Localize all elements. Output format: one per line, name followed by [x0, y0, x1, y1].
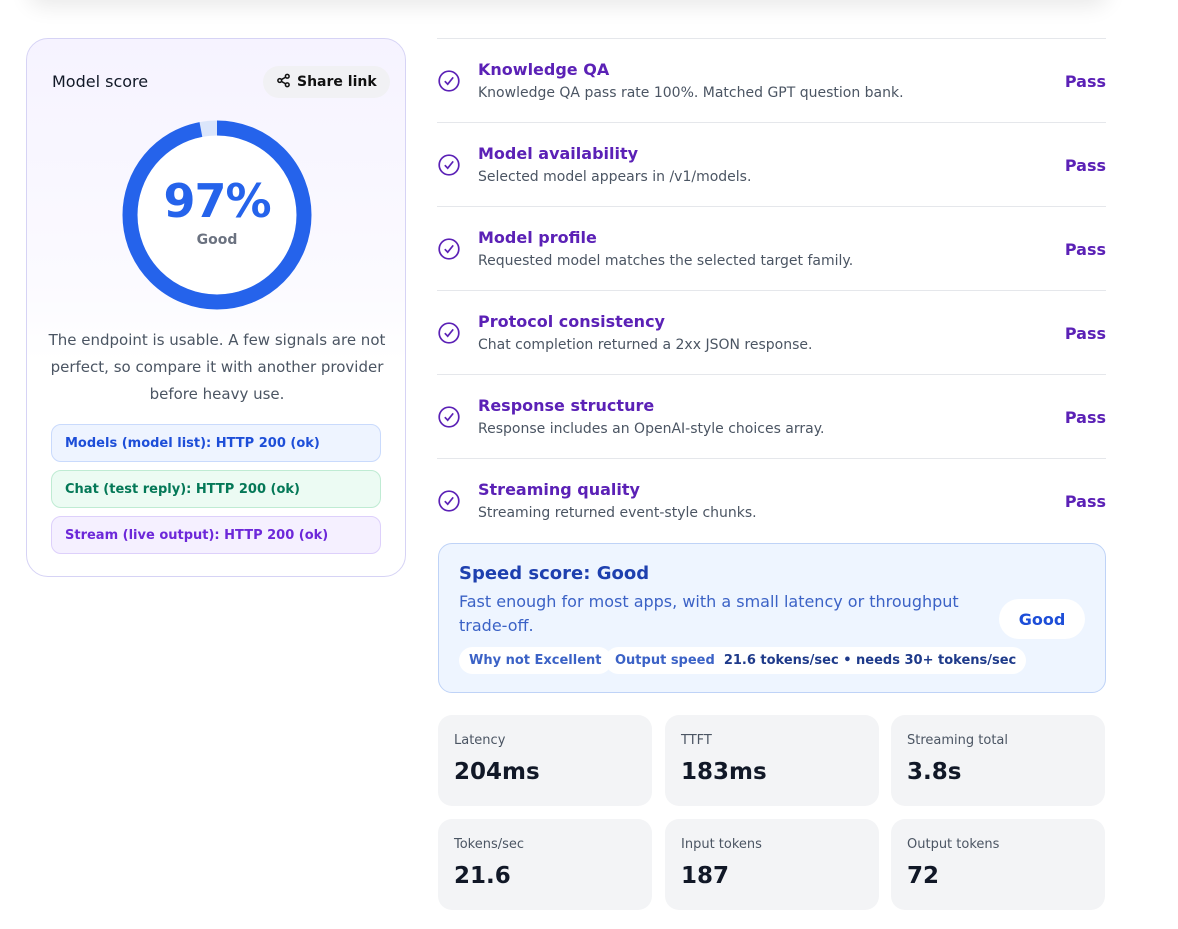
metric-label: Tokens/sec [454, 837, 525, 852]
metric-value: 204ms [454, 759, 540, 785]
check-status: Pass [1064, 72, 1106, 91]
check-description: Knowledge QA pass rate 100%. Matched GPT… [478, 85, 904, 101]
output-speed-chip: Output speed 21.6 tokens/sec • needs 30+… [605, 647, 1027, 674]
speed-score-description: Fast enough for most apps, with a small … [459, 592, 959, 635]
check-name: Protocol consistency [478, 312, 665, 331]
check-name: Model availability [478, 144, 639, 163]
check-circle-icon [438, 238, 460, 260]
share-icon [276, 73, 291, 92]
why-not-excellent-chip[interactable]: Why not Excellent [459, 647, 612, 674]
metric-label: Streaming total [907, 733, 1008, 748]
share-link-label: Share link [297, 74, 377, 90]
share-link-button[interactable]: Share link [263, 66, 390, 98]
metric-input-tokens: Input tokens 187 [665, 819, 879, 910]
metric-output-tokens: Output tokens 72 [891, 819, 1105, 910]
metric-tokens-per-sec: Tokens/sec 21.6 [438, 819, 652, 910]
check-description: Selected model appears in /v1/models. [478, 169, 752, 185]
metric-ttft: TTFT 183ms [665, 715, 879, 806]
check-name: Knowledge QA [478, 60, 610, 79]
metric-label: TTFT [681, 733, 712, 748]
score-ring-progress [122, 120, 312, 310]
speed-score-title: Speed score: Good [459, 563, 650, 584]
metric-label: Input tokens [681, 837, 762, 852]
check-status: Pass [1064, 324, 1106, 343]
check-row-knowledge-qa: Knowledge QA Knowledge QA pass rate 100%… [437, 39, 1106, 123]
status-chat: Chat (test reply): HTTP 200 (ok) [51, 470, 381, 508]
metric-value: 3.8s [907, 759, 962, 785]
check-circle-icon [438, 154, 460, 176]
check-name: Response structure [478, 396, 655, 415]
metric-streaming-total: Streaming total 3.8s [891, 715, 1105, 806]
check-name: Model profile [478, 228, 597, 247]
model-score-title: Model score [52, 72, 149, 91]
check-list: Knowledge QA Knowledge QA pass rate 100%… [437, 38, 1106, 543]
output-speed-value: 21.6 tokens/sec • needs 30+ tokens/sec [723, 653, 1017, 668]
model-score-card: Model score Share link 97% Good The endp… [26, 38, 406, 577]
metric-label: Latency [454, 733, 506, 748]
check-row-protocol-consistency: Protocol consistency Chat completion ret… [437, 291, 1106, 375]
check-row-model-profile: Model profile Requested model matches th… [437, 207, 1106, 291]
metric-value: 21.6 [454, 863, 511, 889]
check-name: Streaming quality [478, 480, 640, 499]
metric-value: 187 [681, 863, 730, 889]
metric-value: 183ms [681, 759, 767, 785]
speed-score-card: Speed score: Good Fast enough for most a… [438, 543, 1106, 693]
metric-latency: Latency 204ms [438, 715, 652, 806]
check-description: Response includes an OpenAI-style choice… [478, 421, 825, 437]
score-ring: 97% Good [121, 119, 313, 311]
metric-value: 72 [907, 863, 940, 889]
status-stream: Stream (live output): HTTP 200 (ok) [51, 516, 381, 554]
check-description: Requested model matches the selected tar… [478, 253, 854, 269]
metric-label: Output tokens [907, 837, 1000, 852]
score-percent: 97% [163, 174, 271, 228]
check-description: Streaming returned event-style chunks. [478, 505, 757, 521]
check-circle-icon [438, 406, 460, 428]
check-circle-icon [438, 322, 460, 344]
check-status: Pass [1064, 240, 1106, 259]
check-description: Chat completion returned a 2xx JSON resp… [478, 337, 813, 353]
speed-score-badge: Good [999, 599, 1085, 639]
score-description: The endpoint is usable. A few signals ar… [48, 331, 386, 403]
status-models: Models (model list): HTTP 200 (ok) [51, 424, 381, 462]
check-status: Pass [1064, 408, 1106, 427]
check-status: Pass [1064, 492, 1106, 511]
check-row-streaming-quality: Streaming quality Streaming returned eve… [437, 459, 1106, 543]
check-row-model-availability: Model availability Selected model appear… [437, 123, 1106, 207]
score-label: Good [196, 232, 238, 248]
check-circle-icon [438, 490, 460, 512]
output-speed-label: Output speed [615, 653, 715, 668]
check-row-response-structure: Response structure Response includes an … [437, 375, 1106, 459]
check-status: Pass [1064, 156, 1106, 175]
check-circle-icon [438, 70, 460, 92]
